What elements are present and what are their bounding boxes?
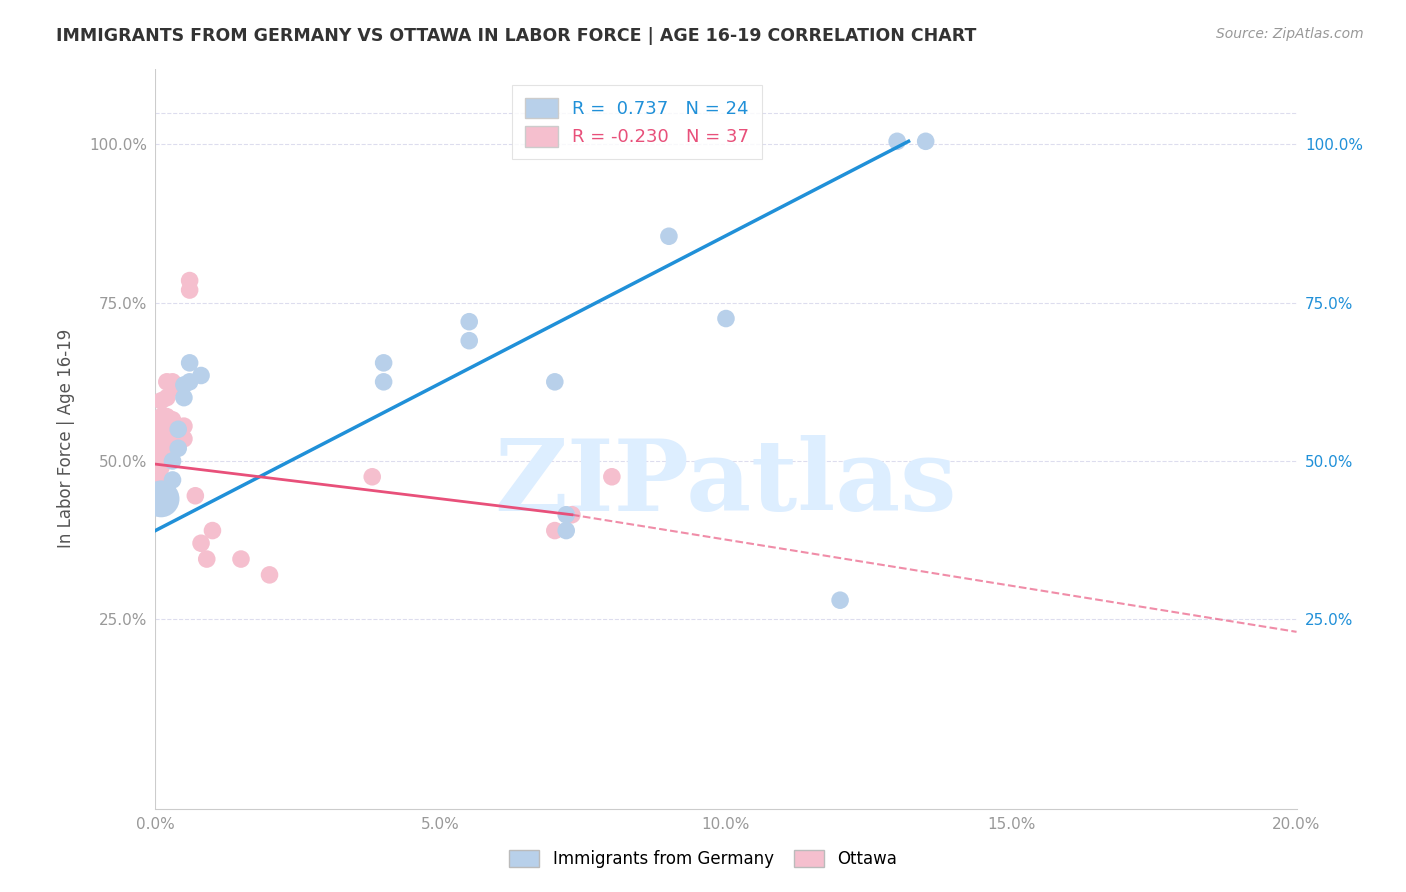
Point (156, 483, 179, 497)
Point (173, 419, 195, 434)
Point (150, 419, 173, 434)
Point (150, 473, 173, 487)
Point (150, 491, 173, 506)
Point (156, 375, 179, 389)
Point (886, 134, 908, 148)
Point (173, 378, 195, 392)
Point (555, 508, 578, 522)
Point (914, 134, 936, 148)
Point (179, 274, 201, 288)
Point (195, 552, 218, 566)
Point (150, 393, 173, 408)
Point (173, 391, 195, 405)
Point (179, 375, 201, 389)
Point (150, 432, 173, 446)
Point (162, 381, 184, 395)
Point (658, 229, 681, 244)
Point (167, 419, 190, 434)
Text: Source: ZipAtlas.com: Source: ZipAtlas.com (1216, 27, 1364, 41)
Point (156, 419, 179, 434)
Legend: Immigrants from Germany, Ottawa: Immigrants from Germany, Ottawa (502, 843, 904, 875)
Point (167, 442, 190, 456)
Point (229, 552, 252, 566)
Point (184, 489, 207, 503)
Point (458, 315, 481, 329)
Point (600, 469, 623, 483)
Point (201, 524, 224, 538)
Point (156, 391, 179, 405)
Point (561, 508, 583, 522)
Point (179, 283, 201, 297)
Point (179, 356, 201, 370)
Point (150, 444, 173, 458)
Point (373, 356, 395, 370)
Point (150, 483, 173, 497)
Point (156, 425, 179, 440)
Point (162, 454, 184, 468)
Point (544, 375, 567, 389)
Point (190, 536, 212, 550)
Point (555, 524, 578, 538)
Point (361, 469, 384, 483)
Y-axis label: In Labor Force | Age 16-19: In Labor Force | Age 16-19 (58, 329, 75, 549)
Point (830, 593, 852, 607)
Point (190, 368, 212, 383)
Point (156, 438, 179, 452)
Point (162, 473, 184, 487)
Point (150, 460, 173, 475)
Point (162, 375, 184, 389)
Point (150, 450, 173, 465)
Point (150, 498, 173, 512)
Point (714, 311, 737, 326)
Point (150, 495, 173, 509)
Point (162, 413, 184, 427)
Point (162, 425, 184, 440)
Legend: R =  0.737   N = 24, R = -0.230   N = 37: R = 0.737 N = 24, R = -0.230 N = 37 (512, 85, 762, 159)
Point (150, 438, 173, 452)
Point (373, 375, 395, 389)
Text: IMMIGRANTS FROM GERMANY VS OTTAWA IN LABOR FORCE | AGE 16-19 CORRELATION CHART: IMMIGRANTS FROM GERMANY VS OTTAWA IN LAB… (56, 27, 977, 45)
Point (150, 409, 173, 424)
Point (156, 409, 179, 424)
Point (167, 432, 190, 446)
Point (167, 422, 190, 436)
Point (150, 425, 173, 440)
Point (173, 432, 195, 446)
Point (259, 567, 281, 582)
Point (458, 334, 481, 348)
Text: ZIPatlas: ZIPatlas (495, 434, 957, 532)
Point (544, 524, 567, 538)
